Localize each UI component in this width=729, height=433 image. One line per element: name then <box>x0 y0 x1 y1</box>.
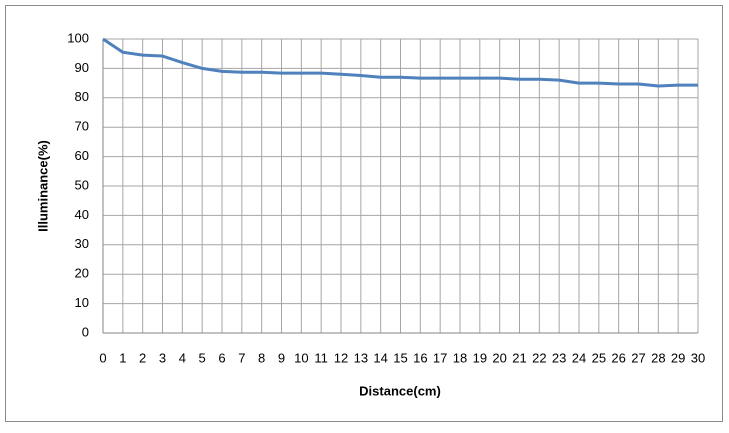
y-tick-label: 0 <box>82 324 89 339</box>
x-tick-label: 5 <box>199 350 206 365</box>
x-tick-label: 17 <box>433 350 447 365</box>
x-tick-label: 13 <box>354 350 368 365</box>
x-tick-label: 23 <box>552 350 566 365</box>
x-tick-label: 20 <box>492 350 506 365</box>
x-tick-label: 3 <box>159 350 166 365</box>
x-tick-label: 26 <box>611 350 625 365</box>
x-tick-label: 27 <box>631 350 645 365</box>
y-tick-label: 20 <box>75 266 89 281</box>
y-tick-label: 40 <box>75 207 89 222</box>
x-tick-label: 15 <box>393 350 407 365</box>
y-axis-label: Illuminance(%) <box>35 140 50 232</box>
x-tick-label: 21 <box>512 350 526 365</box>
x-tick-label: 29 <box>671 350 685 365</box>
x-tick-label: 19 <box>473 350 487 365</box>
y-tick-label: 50 <box>75 177 89 192</box>
x-tick-label: 10 <box>294 350 308 365</box>
x-tick-label: 16 <box>413 350 427 365</box>
y-tick-label: 90 <box>75 60 89 75</box>
x-tick-label: 24 <box>572 350 586 365</box>
x-tick-label: 25 <box>592 350 606 365</box>
x-tick-label: 30 <box>691 350 705 365</box>
x-tick-label: 8 <box>258 350 265 365</box>
x-tick-label: 4 <box>179 350 186 365</box>
x-axis-label: Distance(cm) <box>359 383 441 398</box>
x-tick-label: 22 <box>532 350 546 365</box>
x-tick-label: 11 <box>314 350 328 365</box>
y-tick-label: 80 <box>75 89 89 104</box>
x-tick-label: 12 <box>334 350 348 365</box>
x-tick-label: 0 <box>99 350 106 365</box>
x-tick-label: 6 <box>218 350 225 365</box>
x-tick-label: 18 <box>453 350 467 365</box>
y-tick-label: 10 <box>75 295 89 310</box>
y-tick-label: 100 <box>67 30 89 45</box>
y-tick-label: 30 <box>75 236 89 251</box>
y-tick-label: 70 <box>75 119 89 134</box>
x-tick-label: 9 <box>278 350 285 365</box>
x-tick-label: 2 <box>139 350 146 365</box>
x-tick-label: 28 <box>651 350 665 365</box>
y-tick-label: 60 <box>75 148 89 163</box>
x-tick-label: 1 <box>119 350 126 365</box>
x-tick-label: 7 <box>238 350 245 365</box>
data-line <box>102 37 698 88</box>
x-tick-label: 14 <box>373 350 387 365</box>
